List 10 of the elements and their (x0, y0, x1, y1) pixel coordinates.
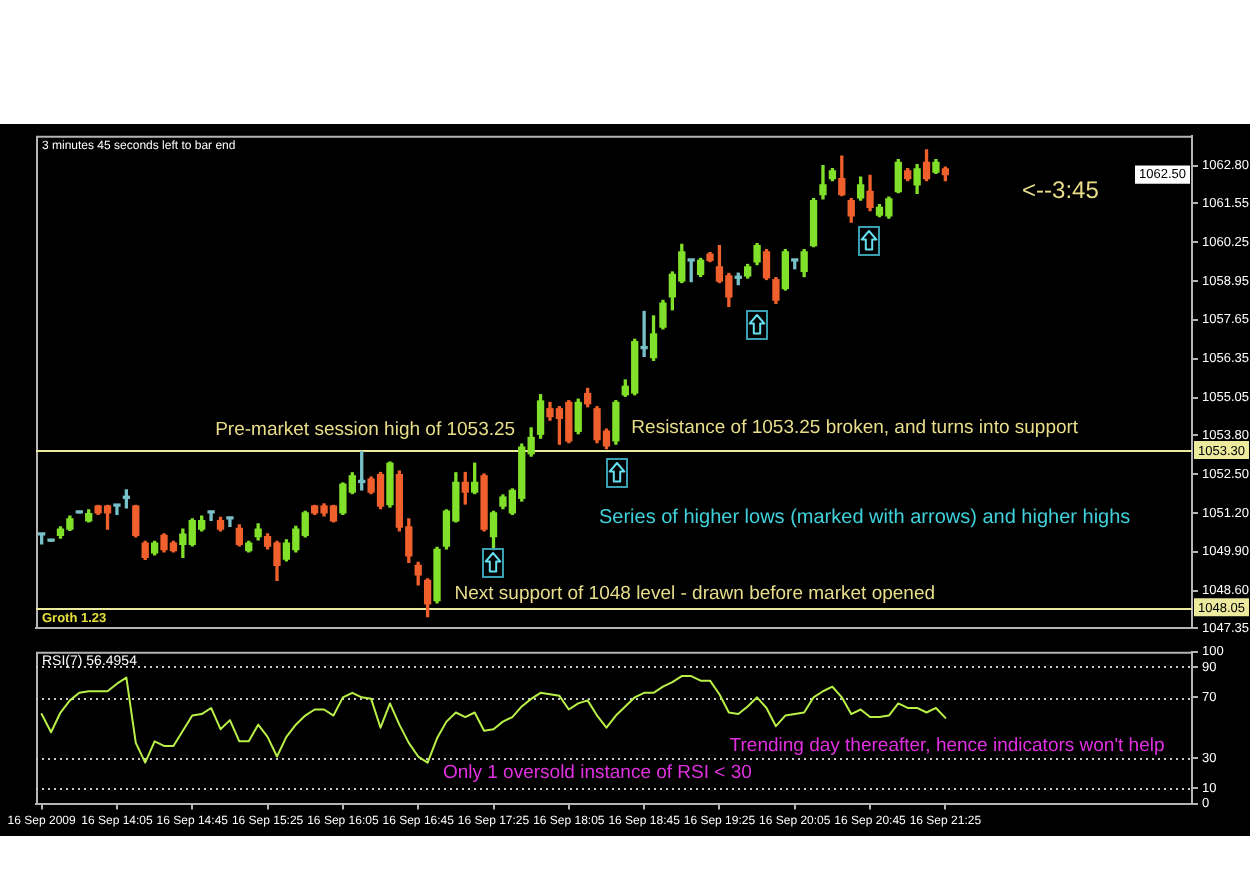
candlestick (113, 503, 121, 516)
annotation: Series of higher lows (marked with arrows) and higher highs (598, 506, 1131, 529)
candlestick (226, 516, 234, 528)
annotation: Resistance of 1053.25 broken, and turns into support (631, 417, 1079, 440)
annotation: Next support of 1048 level - drawn before market opened (454, 582, 936, 605)
candlestick (640, 310, 648, 358)
annotation: <--3:45 (1022, 175, 1100, 204)
annotation: Only 1 oversold instance of RSI < 30 (442, 762, 752, 785)
annotation: Trending day thereafter, hence indicators won't help (729, 734, 1165, 757)
annotation: Pre-market session high of 1053.25 (215, 419, 516, 442)
